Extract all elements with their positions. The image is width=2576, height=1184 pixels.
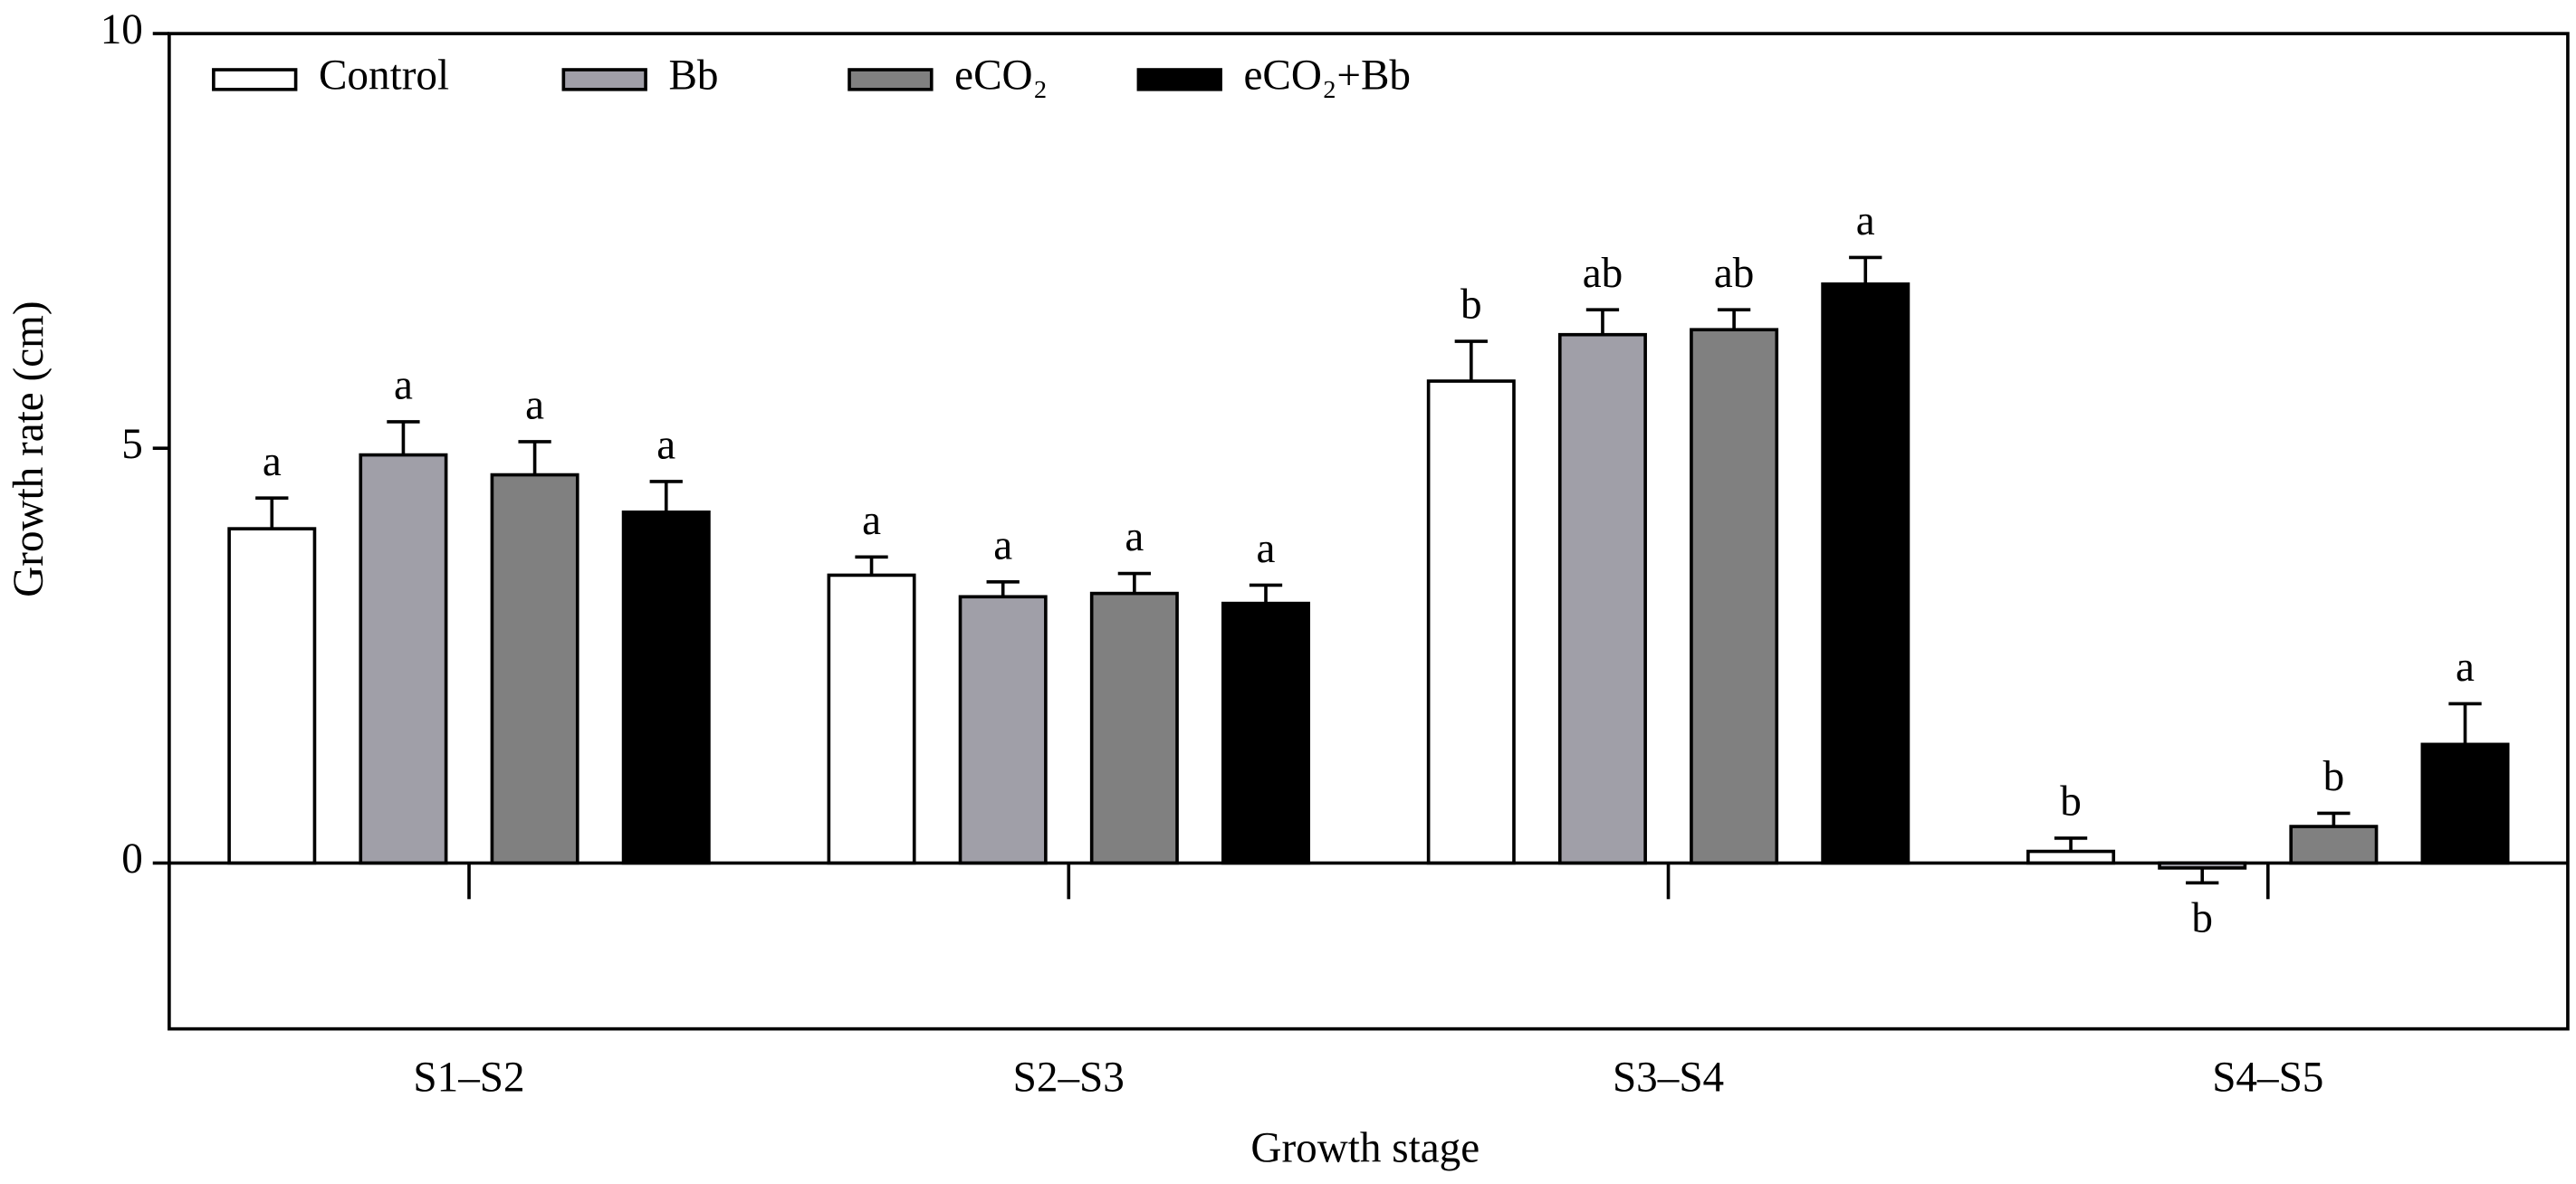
legend-swatch	[847, 68, 934, 91]
bar	[490, 473, 579, 865]
bar	[2289, 825, 2379, 865]
significance-letter: ab	[1583, 250, 1623, 297]
x-axis-label: Growth stage	[1250, 1125, 1480, 1172]
legend-swatch	[561, 68, 647, 91]
significance-letter: a	[2456, 644, 2475, 691]
y-tick-label: 0	[121, 835, 143, 883]
bar	[958, 595, 1048, 865]
y-tick-label: 10	[101, 6, 143, 53]
x-tick-label: S3–S4	[1613, 1055, 1724, 1102]
y-axis-label: Growth rate (cm)	[5, 301, 53, 597]
bar	[1426, 379, 1516, 865]
bar	[2026, 849, 2116, 865]
bar	[1089, 591, 1179, 865]
x-tick-label: S4–S5	[2212, 1055, 2323, 1102]
x-tick-label: S2–S3	[1013, 1055, 1125, 1102]
bar	[1221, 601, 1310, 865]
bar	[827, 573, 916, 865]
legend-label: eCO₂+Bb	[1244, 53, 1412, 100]
legend-label: Bb	[668, 53, 718, 100]
bar	[621, 510, 711, 865]
significance-letter: a	[862, 497, 881, 544]
significance-letter: a	[1257, 525, 1276, 572]
significance-letter: b	[1460, 282, 1482, 329]
plot-frame	[168, 32, 2570, 1031]
bar	[359, 453, 448, 865]
bar	[2420, 742, 2510, 865]
bar	[1557, 332, 1647, 865]
bar	[1821, 282, 1910, 865]
significance-letter: a	[1856, 197, 1875, 244]
significance-letter: a	[656, 421, 675, 468]
significance-letter: b	[2191, 895, 2213, 942]
significance-letter: b	[2060, 778, 2082, 825]
legend-label: eCO₂	[954, 53, 1048, 100]
legend-label: Control	[319, 53, 449, 100]
significance-letter: a	[263, 438, 282, 485]
significance-letter: b	[2323, 753, 2345, 800]
legend-swatch	[212, 68, 298, 91]
bar	[227, 527, 317, 865]
y-tick-label: 5	[121, 421, 143, 468]
significance-letter: a	[1125, 513, 1144, 560]
significance-letter: a	[525, 381, 544, 428]
bar	[1690, 328, 1779, 865]
x-tick-label: S1–S2	[413, 1055, 524, 1102]
significance-letter: ab	[1714, 250, 1755, 297]
legend-swatch	[1136, 68, 1222, 91]
significance-letter: a	[394, 361, 413, 408]
bar	[2158, 861, 2247, 870]
significance-letter: a	[993, 521, 1012, 568]
